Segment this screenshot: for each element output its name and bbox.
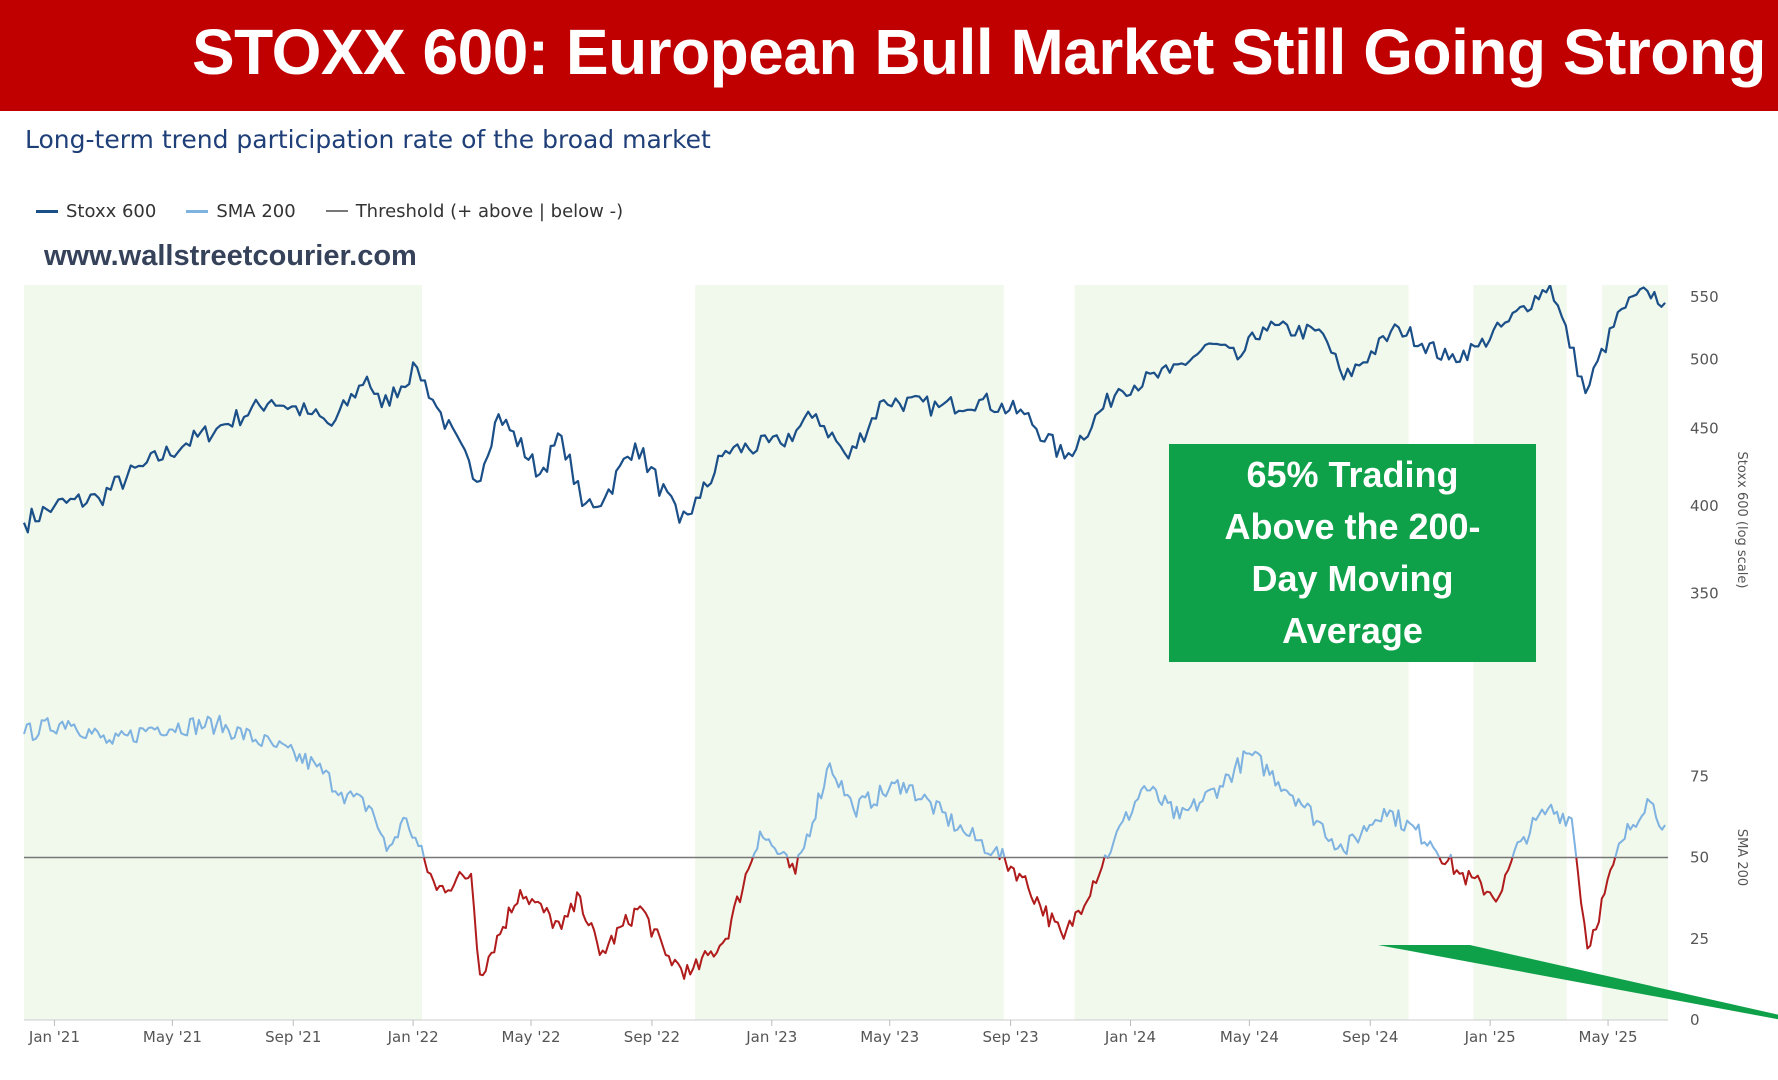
x-tick-label-12: Jan '25 [1464,1028,1516,1046]
watermark-url: www.wallstreetcourier.com [44,240,417,272]
series-sma200-above-10 [1107,750,1441,858]
x-tick-label-7: May '23 [860,1028,919,1046]
series-layer [22,285,1668,980]
x-tick-label-10: May '24 [1220,1028,1279,1046]
legend-item-threshold[interactable]: Threshold (+ above | below -) [325,200,624,222]
callout-box: 65% Trading Above the 200-Day Moving Ave… [1169,444,1536,662]
legend-swatch-sma [186,209,209,213]
y-bottom-tick-label-3: 75 [1690,767,1709,785]
y-bottom-tick-label-0: 0 [1690,1011,1700,1029]
y-top-tick-label-0: 350 [1690,585,1719,603]
chart-subtitle: Long-term trend participation rate of th… [25,125,711,154]
x-tick-label-0: Jan '21 [28,1028,80,1046]
series-sma200-above-12 [1448,853,1453,858]
series-sma200-below-1 [423,857,754,980]
y-top-tick-label-1: 400 [1690,497,1719,515]
green-band-0 [24,285,422,1020]
series-sma200-above-0 [23,714,425,858]
series-sma200-above-8 [1103,854,1109,859]
series-sma200-below-15 [1575,857,1617,950]
series-sma200-above-16 [1614,798,1666,858]
y-top-tick-label-4: 550 [1690,288,1719,306]
x-tick-label-1: May '21 [143,1028,202,1046]
callout-text: 65% Trading Above the 200-Day Moving Ave… [1224,454,1481,651]
x-tick-label-13: May '25 [1579,1028,1638,1046]
legend-label-stoxx: Stoxx 600 [66,200,157,222]
series-sma200-above-14 [1511,803,1578,858]
x-tick-label-3: Jan '22 [387,1028,439,1046]
x-tick-label-8: Sep '23 [982,1028,1038,1046]
title-banner: STOXX 600: European Bull Market Still Go… [0,0,1778,111]
series-sma200-above-4 [796,762,1001,858]
green-band-4 [1602,285,1668,1020]
x-tick-label-11: Sep '24 [1342,1028,1398,1046]
x-tick-label-5: Sep '22 [624,1028,680,1046]
y-top-tick-label-2: 450 [1690,420,1719,438]
legend-swatch-stoxx [36,209,58,213]
x-tick-label-2: Sep '21 [265,1028,321,1046]
chart-area: Jan '21 May '21 Sep '21 Jan '22 May '22 Sep '… [22,285,1778,1046]
x-tick-label-6: Jan '23 [745,1028,797,1046]
series-sma200-above-2 [751,830,789,858]
x-tick-label-4: May '22 [502,1028,561,1046]
green-band-1 [695,285,1004,1020]
legend-label-threshold: Threshold (+ above | below -) [355,200,624,222]
chart-title: STOXX 600: European Bull Market Still Go… [191,16,1767,88]
series-sma200-above-6 [999,847,1006,858]
series-sma200-below-13 [1450,857,1514,903]
axes-layer: Jan '21 May '21 Sep '21 Jan '22 May '22 Sep '… [28,288,1749,1046]
y-bottom-tick-label-1: 25 [1690,930,1709,948]
y-bottom-axis-title: SMA 200 [1734,829,1749,886]
green-bands [24,285,1668,1020]
y-bottom-tick-label-2: 50 [1690,849,1709,867]
legend: Stoxx 600 SMA 200 Threshold (+ above | b… [36,196,653,226]
legend-swatch-threshold [325,210,348,212]
series-sma200-below-5 [998,857,1001,861]
legend-item-stoxx[interactable]: Stoxx 600 [36,201,156,222]
series-sma200-below-7 [1003,857,1106,940]
series-sma200-below-3 [786,857,799,875]
series-stoxx600-line [22,285,1666,534]
legend-item-sma[interactable]: SMA 200 [186,200,296,222]
y-top-axis-title: Stoxx 600 (log scale) [1734,452,1749,589]
x-tick-label-9: Jan '24 [1104,1028,1156,1046]
y-top-tick-label-3: 500 [1690,350,1719,368]
callout-pointer [1378,945,1778,1020]
series-sma200-below-11 [1438,857,1451,866]
legend-label-sma: SMA 200 [216,200,296,222]
